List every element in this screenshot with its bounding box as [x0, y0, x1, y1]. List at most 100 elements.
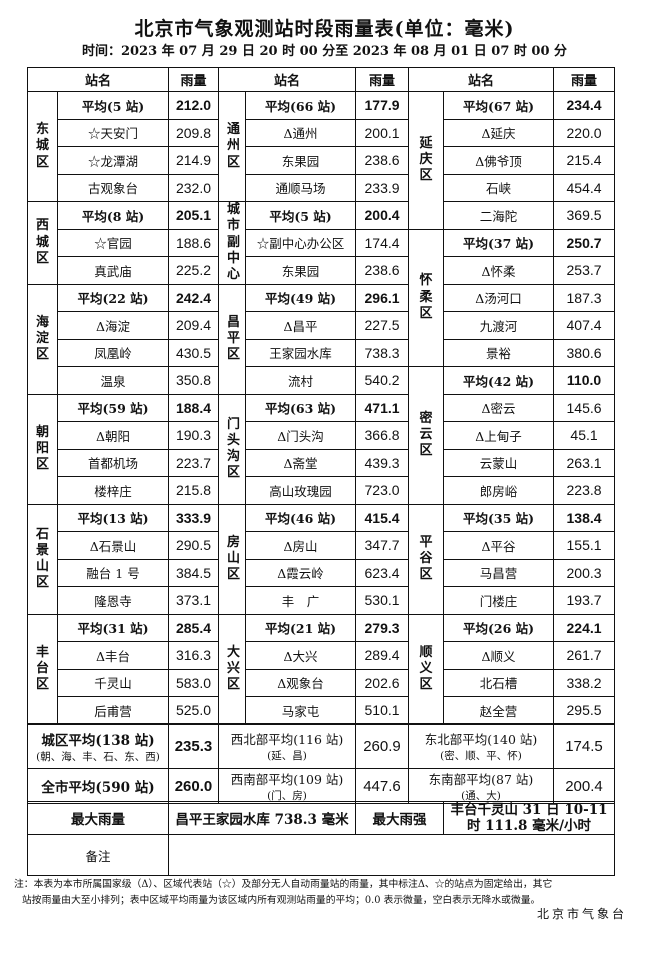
- remarks-value: [168, 834, 615, 876]
- urban-average-title: 城区平均(138 站): [41, 732, 155, 749]
- station-rainfall: 209.4: [168, 311, 220, 340]
- station-name: 北石槽: [443, 668, 555, 697]
- station-name: 东果园: [245, 146, 357, 175]
- district-average-value: 250.7: [553, 228, 616, 257]
- district-average-label: 平均(42 站): [443, 366, 555, 395]
- max-intensity-label: 最大雨强: [355, 801, 444, 835]
- max-rain-label: 最大雨量: [27, 801, 169, 835]
- station-name: Δ霞云岭: [245, 558, 357, 587]
- station-rainfall: 225.2: [168, 256, 220, 285]
- district-average-value: 200.4: [355, 201, 410, 230]
- station-name: 赵全营: [443, 696, 555, 725]
- district-average-label: 平均(5 站): [245, 201, 357, 230]
- station-name: ☆官园: [56, 228, 170, 257]
- station-name: Δ汤河口: [443, 283, 555, 312]
- district-average-value: 205.1: [168, 201, 220, 230]
- table-row: 真武庙 225.2 东果园 238.6 Δ怀柔 253.7: [28, 256, 616, 285]
- district-average-value: 279.3: [355, 613, 410, 642]
- station-rainfall: 350.8: [168, 366, 220, 395]
- station-name: Δ门头沟: [245, 421, 357, 450]
- district-average-label: 平均(22 站): [56, 283, 170, 312]
- station-rainfall: 530.1: [355, 586, 410, 615]
- district-average-value: 224.1: [553, 613, 616, 642]
- station-rainfall: 188.6: [168, 228, 220, 257]
- city-average-value: 260.0: [168, 768, 219, 804]
- station-rainfall: 215.4: [553, 146, 616, 175]
- station-name: Δ观象台: [245, 668, 357, 697]
- station-name: Δ顺义: [443, 641, 555, 670]
- district-name: 西城区: [27, 201, 58, 285]
- station-name: Δ丰台: [56, 641, 170, 670]
- station-name: 王家园水库: [245, 338, 357, 367]
- station-name: 二海陀: [443, 201, 555, 230]
- district-name: 朝阳区: [27, 393, 58, 505]
- southwest-average-label: 西南部平均(109 站) (门、房): [218, 768, 356, 804]
- station-name: 东果园: [245, 256, 357, 285]
- table-row: 西城区 平均(8 站) 205.1 城市副中心 平均(5 站) 200.4 二海陀 369.5: [27, 201, 616, 285]
- station-rainfall: 238.6: [355, 256, 410, 285]
- table-row: Δ丰台 316.3 Δ大兴 289.4 Δ顺义 261.7: [28, 641, 616, 670]
- station-name: 楼梓庄: [56, 476, 170, 505]
- urban-districts: (朝、海、丰、石、东、西): [36, 750, 160, 763]
- station-rainfall: 145.6: [553, 393, 616, 422]
- station-rainfall: 289.4: [355, 641, 410, 670]
- station-rainfall: 45.1: [553, 421, 616, 450]
- header-rainfall: 雨量: [355, 67, 410, 92]
- station-rainfall: 209.8: [168, 118, 220, 147]
- station-rainfall: 380.6: [553, 338, 616, 367]
- footnote-line-1: 注：本表为本市所属国家级（Δ）、区域代表站（☆）及部分无人自动雨量站的雨量，其中…: [14, 879, 553, 890]
- station-rainfall: 155.1: [553, 531, 616, 560]
- header-station: 站名: [26, 67, 170, 92]
- station-name: Δ密云: [443, 393, 555, 422]
- station-rainfall: 253.7: [553, 256, 616, 285]
- table-row: 千灵山 583.0 Δ观象台 202.6 北石槽 338.2: [28, 668, 616, 697]
- signature: 北京市气象台: [536, 907, 627, 921]
- footnote-line-2: 站按雨量由大至小排列；表中区域平均雨量为该区域内所有观测站雨量的平均；0.0 表…: [22, 895, 541, 906]
- station-name: Δ海淀: [56, 311, 170, 340]
- station-name: Δ延庆: [443, 118, 555, 147]
- southeast-title: 东南部平均(87 站): [428, 772, 534, 787]
- station-rainfall: 223.8: [553, 476, 616, 505]
- station-rainfall: 215.8: [168, 476, 220, 505]
- table-row: Δ海淀 209.4 Δ昌平 227.5 九渡河 407.4: [28, 311, 616, 340]
- district-name: 平谷区: [408, 503, 445, 615]
- station-name: 古观象台: [56, 173, 170, 202]
- station-rainfall: 454.4: [553, 173, 616, 202]
- district-average-label: 平均(67 站): [443, 91, 555, 120]
- header-station: 站名: [408, 67, 555, 92]
- table-row: 融台 1 号 384.5 Δ霞云岭 623.4 马昌营 200.3: [28, 558, 616, 587]
- station-rainfall: 261.7: [553, 641, 616, 670]
- station-rainfall: 233.9: [355, 173, 410, 202]
- district-average-value: 177.9: [355, 91, 410, 120]
- southeast-districts: (通、大): [461, 790, 501, 802]
- table-row: 楼梓庄 215.8 高山玫瑰园 723.0 郎房峪 223.8: [28, 476, 616, 505]
- station-rainfall: 384.5: [168, 558, 220, 587]
- district-average-label: 平均(5 站): [56, 91, 170, 120]
- station-name: 后甫营: [56, 696, 170, 725]
- district-average-label: 平均(49 站): [245, 283, 357, 312]
- urban-average-value: 235.3: [168, 723, 219, 769]
- station-rainfall: 200.1: [355, 118, 410, 147]
- district-name: 石景山区: [27, 503, 58, 615]
- station-rainfall: 430.5: [168, 338, 220, 367]
- district-average-value: 296.1: [355, 283, 410, 312]
- district-average-value: 234.4: [553, 91, 616, 120]
- station-rainfall: 238.6: [355, 146, 410, 175]
- district-average-value: 242.4: [168, 283, 220, 312]
- header-rainfall: 雨量: [168, 67, 220, 92]
- station-name: 马昌营: [443, 558, 555, 587]
- district-name: 怀柔区: [408, 228, 445, 367]
- station-name: 云蒙山: [443, 448, 555, 477]
- page-title: 北京市气象观测站时段雨量表(单位：毫米): [134, 18, 515, 40]
- station-rainfall: 540.2: [355, 366, 410, 395]
- station-rainfall: 295.5: [553, 696, 616, 725]
- summary-table: 城区平均(138 站) (朝、海、丰、石、东、西) 235.3 西北部平均(116…: [27, 723, 615, 804]
- northeast-average-value: 174.5: [553, 723, 615, 769]
- district-name: 密云区: [408, 366, 445, 505]
- district-average-label: 平均(63 站): [245, 393, 357, 422]
- table-row: 古观象台 232.0 通顺马场 233.9 石峡 454.4: [28, 173, 616, 202]
- station-name: Δ斋堂: [245, 448, 357, 477]
- extremes-table: 最大雨量 昌平王家园水库 738.3 毫米 最大雨强 丰台千灵山 31 日 10…: [27, 801, 615, 876]
- station-rainfall: 623.4: [355, 558, 410, 587]
- station-name: Δ怀柔: [443, 256, 555, 285]
